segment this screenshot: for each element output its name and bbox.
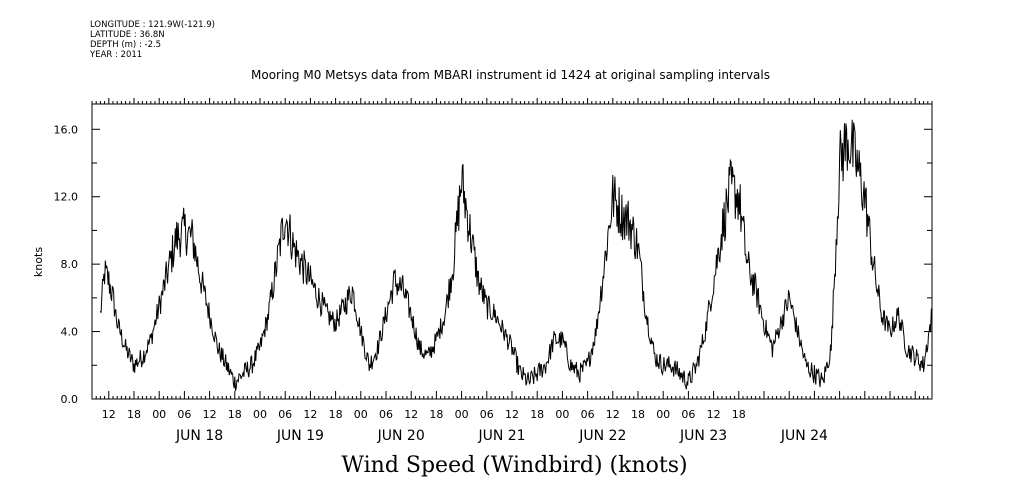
x-hour-label: 00 (354, 408, 368, 421)
x-hour-label: 06 (379, 408, 393, 421)
chart-title: Mooring M0 Metsys data from MBARI instru… (251, 68, 770, 82)
year-label: YEAR : 2011 (90, 50, 143, 60)
x-hour-label: 00 (152, 408, 166, 421)
x-hour-label: 12 (303, 408, 317, 421)
x-hour-label: 06 (177, 408, 191, 421)
x-hour-label: 12 (505, 408, 519, 421)
x-day-label: JUN 23 (679, 428, 727, 444)
x-axis-label: Wind Speed (Windbird) (knots) (341, 453, 688, 478)
x-hour-label: 00 (656, 408, 670, 421)
x-hour-label: 00 (253, 408, 267, 421)
longitude-label: LONGITUDE : 121.9W(-121.9) (90, 20, 215, 30)
latitude-label: LATITUDE : 36.8N (90, 30, 165, 40)
x-day-label: JUN 19 (276, 428, 324, 444)
x-axis: 12 18 00 06 12 18 00 06 12 18 00 06 12 18 00 06 12 18 00 06… (91, 98, 933, 444)
x-hour-label: 06 (581, 408, 595, 421)
y-tick-label: 4.0 (61, 326, 79, 339)
y-tick-label: 8.0 (61, 258, 79, 271)
x-hour-label: 18 (732, 408, 746, 421)
wind-speed-series (99, 119, 933, 392)
x-hour-label: 12 (606, 408, 620, 421)
x-hour-label: 12 (404, 408, 418, 421)
y-axis-label: knots (32, 247, 45, 277)
depth-label: DEPTH (m) : -2.5 (90, 40, 162, 50)
x-hour-label: 18 (631, 408, 645, 421)
metadata-block: LONGITUDE : 121.9W(-121.9) LATITUDE : 36… (90, 20, 215, 60)
x-hour-label: 12 (707, 408, 721, 421)
x-hour-label: 18 (228, 408, 242, 421)
y-tick-label: 12.0 (54, 191, 79, 204)
x-hour-label: 12 (102, 408, 116, 421)
x-hour-label: 06 (681, 408, 695, 421)
x-hour-label: 12 (203, 408, 217, 421)
x-hour-label: 06 (278, 408, 292, 421)
x-hour-label: 18 (530, 408, 544, 421)
x-hour-label: 18 (329, 408, 343, 421)
x-hour-label: 18 (127, 408, 141, 421)
x-day-label: JUN 18 (175, 428, 223, 444)
y-tick-label: 0.0 (61, 393, 79, 406)
x-day-label: JUN 22 (578, 428, 626, 444)
y-axis: 0.0 4.0 8.0 12.0 16.0 (54, 123, 932, 406)
y-tick-label: 16.0 (54, 123, 79, 136)
x-day-label: JUN 24 (780, 428, 828, 444)
x-day-label: JUN 20 (377, 428, 425, 444)
x-hour-label: 00 (455, 408, 469, 421)
x-hour-label: 00 (555, 408, 569, 421)
x-hour-label: 06 (480, 408, 494, 421)
x-day-label: JUN 21 (477, 428, 525, 444)
x-hour-label: 18 (429, 408, 443, 421)
